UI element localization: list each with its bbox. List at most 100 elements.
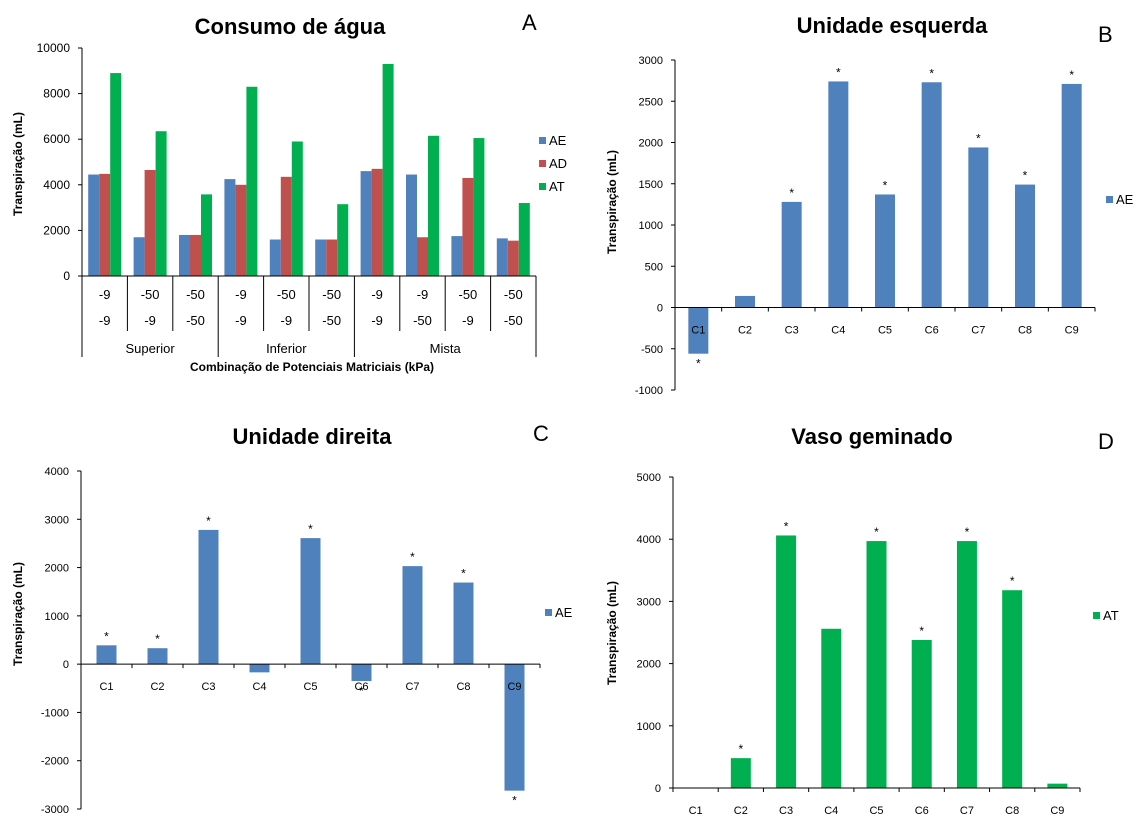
chart-b-y-tick-label: 0 [657, 303, 663, 315]
chart-c-significance-mark: * [461, 567, 466, 581]
chart-a-ylabel: Transpiração (mL) [11, 112, 25, 216]
chart-a-bar-ae-2 [179, 234, 190, 276]
chart-a-y-tick-label: 4000 [43, 178, 70, 192]
chart-c-y-tick-label: -1000 [41, 707, 69, 719]
chart-a-cat-label-row1: -50 [322, 287, 341, 302]
chart-d-y-tick-label: 5000 [637, 472, 661, 484]
chart-c-significance-mark: * [206, 514, 211, 528]
chart-b-significance-mark: * [696, 357, 701, 371]
chart-b-y-tick-label: 3000 [639, 55, 663, 67]
chart-a-y-tick-label: 2000 [43, 223, 70, 237]
chart-a-bar-at-8 [473, 138, 485, 276]
chart-d-panel-label: D [1098, 429, 1114, 454]
chart-c-bar-3 [249, 664, 270, 673]
chart-c-panel-label: C [533, 421, 549, 446]
chart-b-significance-mark: * [883, 178, 888, 192]
chart-a-legend-swatch-ae [539, 137, 546, 144]
chart-c-y-tick-label: 3000 [45, 514, 69, 526]
chart-a-bar-ad-1 [144, 169, 156, 276]
chart-a-legend-swatch-at [539, 183, 546, 190]
chart-b-legend-label: AE [1116, 192, 1134, 207]
chart-d-category-label: C2 [734, 805, 748, 817]
chart-d-bar-4 [866, 541, 887, 788]
chart-b-significance-mark: * [836, 65, 841, 79]
chart-b-significance-mark: * [789, 186, 794, 200]
chart-d-significance-mark: * [784, 519, 789, 533]
chart-a-cat-label-row1: -50 [277, 287, 296, 302]
chart-c: Unidade direita C Transpiração (mL) * * * *… [11, 421, 573, 816]
chart-a-bar-ad-2 [190, 234, 201, 276]
chart-a-bar-ad-7 [417, 237, 428, 276]
chart-a-y-tick-label: 0 [63, 269, 70, 283]
chart-a-cat-label-row2: -50 [504, 313, 523, 328]
chart-d-category-label: C3 [779, 805, 793, 817]
chart-b-y-tick-label: 500 [645, 261, 663, 273]
chart-a-group-label: Inferior [266, 341, 307, 356]
chart-c-category-label: C5 [303, 681, 317, 693]
chart-c-bar-1 [147, 648, 168, 665]
chart-d-significance-mark: * [738, 742, 743, 756]
chart-c-bar-5 [351, 664, 372, 682]
chart-a-cat-label-row1: -9 [371, 287, 383, 302]
chart-a-legend-label-at: AT [549, 179, 565, 194]
chart-c-category-label: C2 [150, 681, 164, 693]
chart-c-legend-label: AE [555, 605, 573, 620]
chart-c-legend-swatch [545, 609, 552, 616]
chart-d-y-tick-label: 0 [655, 783, 661, 795]
chart-a-cat-label-row1: -9 [235, 287, 247, 302]
chart-d-category-label: C5 [869, 805, 883, 817]
chart-a-panel-label: A [522, 10, 537, 35]
chart-d-bar-8 [1047, 783, 1068, 788]
chart-c-significance-mark: * [104, 629, 109, 643]
chart-b-legend-swatch [1106, 196, 1113, 203]
chart-b-bar-6 [968, 147, 989, 308]
chart-a-y-tick-label: 6000 [43, 132, 70, 146]
chart-d-bar-1 [730, 758, 751, 788]
chart-d-category-label: C9 [1050, 805, 1064, 817]
chart-a: Consumo de água A Transpiração (mL) Comb… [11, 10, 567, 374]
chart-a-bar-at-7 [428, 135, 439, 276]
chart-b-y-tick-label: 2000 [639, 138, 663, 150]
chart-b-bar-1 [735, 295, 755, 308]
chart-d-bar-6 [956, 541, 977, 788]
chart-b-panel-label: B [1098, 22, 1113, 47]
chart-a-y-tick-label: 8000 [43, 87, 70, 101]
chart-a-cat-label-row1: -9 [417, 287, 429, 302]
chart-c-ylabel: Transpiração (mL) [11, 562, 25, 666]
chart-d-bar-2 [776, 535, 797, 788]
chart-c-category-label: C8 [456, 681, 470, 693]
chart-a-bar-ad-9 [507, 240, 519, 276]
chart-d-ylabel: Transpiração (mL) [605, 581, 619, 685]
chart-a-group-label: Mista [430, 341, 462, 356]
chart-a-bar-at-5 [337, 204, 349, 276]
chart-c-y-tick-label: 1000 [45, 611, 69, 623]
chart-c-bar-0 [96, 645, 117, 665]
chart-b-significance-mark: * [1069, 68, 1074, 82]
chart-d-bar-3 [821, 628, 842, 788]
chart-a-bar-at-0 [110, 73, 122, 276]
chart-a-bar-ae-8 [451, 236, 463, 276]
chart-a-bar-at-9 [518, 203, 530, 276]
chart-b-bar-8 [1061, 83, 1082, 308]
chart-d-legend-swatch [1093, 612, 1100, 619]
chart-b-category-label: C5 [878, 325, 892, 337]
chart-b-significance-mark: * [976, 131, 981, 145]
chart-d-title: Vaso geminado [791, 424, 952, 449]
chart-d-significance-mark: * [874, 525, 879, 539]
chart-b-category-label: C8 [1018, 325, 1032, 337]
chart-b-y-tick-label: 1000 [639, 220, 663, 232]
chart-d-y-tick-label: 1000 [637, 721, 661, 733]
chart-c-y-tick-label: 2000 [45, 563, 69, 575]
chart-c-significance-mark: * [155, 632, 160, 646]
chart-d-significance-mark: * [965, 525, 970, 539]
chart-c-title: Unidade direita [233, 424, 393, 449]
chart-a-bar-ae-4 [269, 239, 281, 276]
chart-b-category-label: C6 [925, 325, 939, 337]
chart-c-significance-mark: * [308, 522, 313, 536]
chart-c-bar-7 [453, 582, 474, 665]
chart-c-bar-4 [300, 538, 321, 665]
chart-c-category-label: C3 [201, 681, 215, 693]
chart-b-category-label: C1 [691, 325, 705, 337]
chart-b-category-label: C9 [1065, 325, 1079, 337]
chart-c-category-label: C6 [354, 681, 368, 693]
